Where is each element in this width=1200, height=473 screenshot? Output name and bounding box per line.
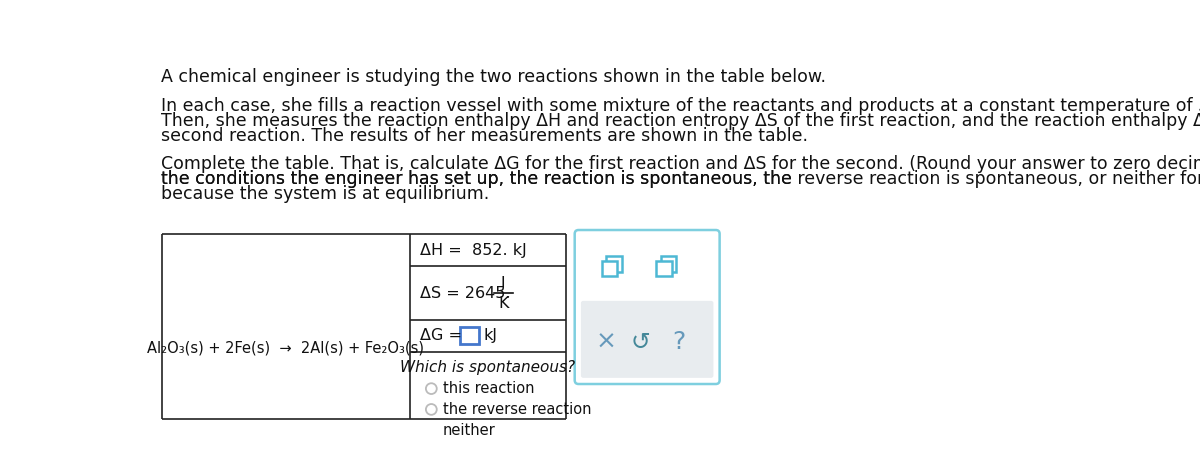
FancyBboxPatch shape: [602, 261, 617, 276]
FancyBboxPatch shape: [575, 230, 720, 384]
Text: Complete the table. That is, calculate ΔG for the first reaction and ΔS for the : Complete the table. That is, calculate Δ…: [161, 155, 1200, 173]
Text: the reverse reaction: the reverse reaction: [443, 402, 592, 417]
Text: J: J: [502, 276, 505, 290]
Text: the conditions the engineer has set up, the reaction is spontaneous, the ⁠revers: the conditions the engineer has set up, …: [161, 170, 1200, 188]
Text: ×: ×: [595, 330, 617, 354]
Text: because the system is at equilibrium.: because the system is at equilibrium.: [161, 184, 490, 202]
Text: ΔG =: ΔG =: [420, 328, 468, 343]
Text: Al₂O₃(s) + 2Fe(s)  →  2Al(s) + Fe₂O₃(s): Al₂O₃(s) + 2Fe(s) → 2Al(s) + Fe₂O₃(s): [148, 341, 424, 356]
Text: ΔS = 2645.: ΔS = 2645.: [420, 286, 521, 301]
FancyBboxPatch shape: [460, 327, 479, 344]
Text: A chemical engineer is studying the two reactions shown in the table below.: A chemical engineer is studying the two …: [161, 68, 826, 86]
Text: K: K: [498, 296, 509, 311]
Text: second reaction. The results of her measurements are shown in the table.: second reaction. The results of her meas…: [161, 127, 808, 145]
FancyBboxPatch shape: [606, 256, 622, 272]
FancyBboxPatch shape: [661, 256, 677, 272]
Text: ?: ?: [673, 330, 686, 354]
Text: Which is spontaneous?: Which is spontaneous?: [401, 359, 576, 375]
Text: In each case, she fills a reaction vessel with some mixture of the reactants and: In each case, she fills a reaction vesse…: [161, 97, 1200, 115]
Text: kJ: kJ: [484, 328, 497, 343]
Text: this reaction: this reaction: [443, 381, 534, 396]
FancyBboxPatch shape: [656, 261, 672, 276]
FancyBboxPatch shape: [581, 301, 714, 378]
Text: ΔH =  852. kJ: ΔH = 852. kJ: [420, 243, 527, 257]
Text: Then, she measures the reaction enthalpy ΔH and reaction entropy ΔS of the first: Then, she measures the reaction enthalpy…: [161, 112, 1200, 130]
Text: ↺: ↺: [631, 330, 650, 354]
Text: neither: neither: [443, 423, 496, 438]
Text: the conditions the engineer has set up, the reaction is spontaneous, the: the conditions the engineer has set up, …: [161, 170, 797, 188]
